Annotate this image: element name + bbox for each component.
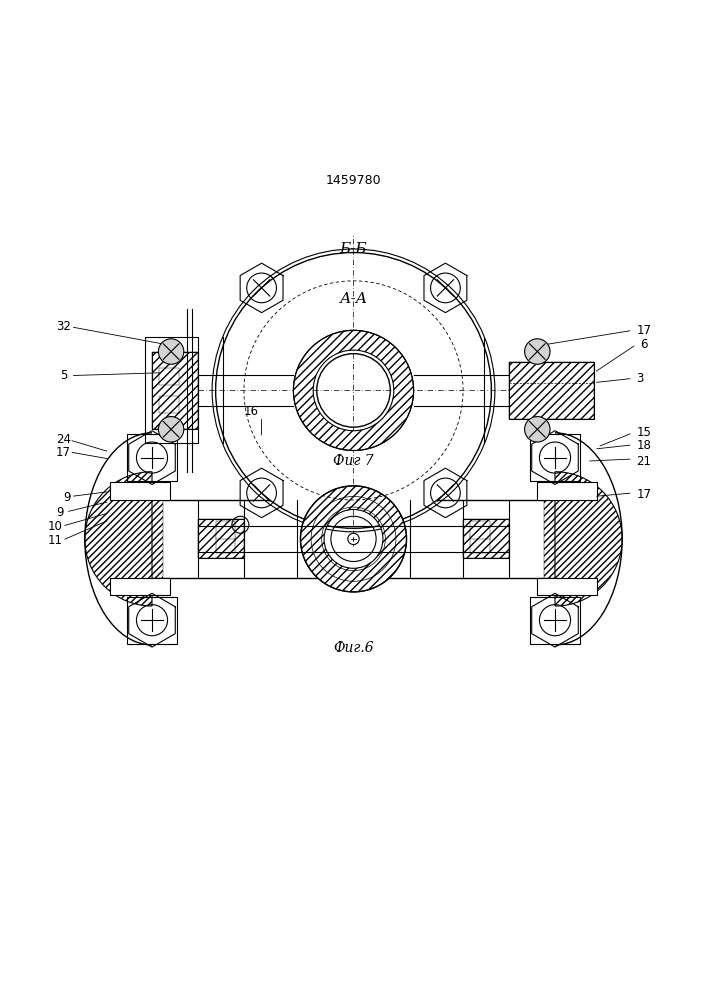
- Bar: [110, 482, 170, 500]
- Wedge shape: [293, 330, 414, 451]
- Text: Фиг 7: Фиг 7: [333, 454, 374, 468]
- Bar: [509, 362, 594, 419]
- Bar: [127, 434, 177, 481]
- Circle shape: [158, 417, 184, 442]
- Bar: [537, 482, 597, 500]
- Bar: [159, 396, 179, 413]
- Bar: [152, 352, 198, 429]
- Text: 3: 3: [636, 372, 643, 385]
- Bar: [145, 337, 198, 443]
- Text: 24: 24: [56, 433, 71, 446]
- Text: 17: 17: [636, 488, 651, 501]
- Bar: [530, 434, 580, 481]
- Circle shape: [348, 533, 359, 545]
- Text: А-А: А-А: [339, 292, 368, 306]
- Bar: [110, 578, 170, 595]
- Bar: [216, 535, 235, 553]
- Bar: [198, 519, 244, 558]
- Bar: [470, 521, 490, 539]
- Circle shape: [216, 253, 491, 528]
- Circle shape: [525, 417, 550, 442]
- Text: 9: 9: [57, 506, 64, 519]
- Bar: [509, 362, 594, 419]
- Text: 11: 11: [47, 534, 63, 547]
- Bar: [216, 521, 235, 539]
- Bar: [463, 519, 509, 558]
- Text: 9: 9: [64, 491, 71, 504]
- Text: 1459780: 1459780: [326, 174, 381, 187]
- Text: 32: 32: [56, 320, 71, 333]
- Bar: [530, 597, 580, 644]
- Bar: [159, 368, 179, 385]
- Bar: [463, 519, 509, 558]
- Bar: [152, 352, 198, 429]
- Bar: [544, 500, 597, 578]
- Bar: [127, 597, 177, 644]
- Bar: [198, 519, 244, 558]
- Wedge shape: [555, 472, 622, 606]
- Bar: [110, 500, 597, 578]
- Text: 10: 10: [47, 520, 63, 533]
- Bar: [537, 578, 597, 595]
- Bar: [110, 500, 163, 578]
- Wedge shape: [85, 472, 152, 606]
- Text: Фиг.6: Фиг.6: [333, 641, 374, 655]
- Bar: [470, 535, 490, 553]
- Circle shape: [158, 339, 184, 364]
- Circle shape: [525, 339, 550, 364]
- Text: 17: 17: [636, 324, 651, 337]
- Wedge shape: [300, 486, 407, 592]
- Text: 17: 17: [56, 446, 71, 459]
- Text: 18: 18: [636, 439, 651, 452]
- Text: 21: 21: [636, 455, 651, 468]
- Text: 5: 5: [60, 369, 67, 382]
- Text: Б-Б: Б-Б: [339, 242, 368, 256]
- Text: 6: 6: [640, 338, 648, 351]
- Text: 15: 15: [636, 426, 651, 439]
- Text: 16: 16: [243, 405, 259, 418]
